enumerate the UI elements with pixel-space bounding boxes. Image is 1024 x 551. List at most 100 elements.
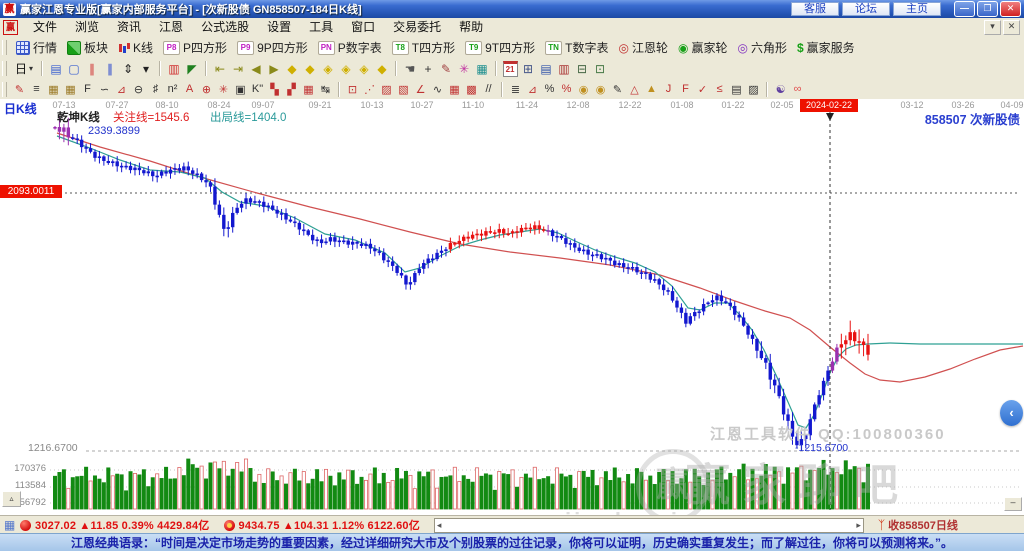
tool-gann-wheel-button[interactable]: ◎ 江恩轮 <box>613 39 673 56</box>
gann-grid2-icon[interactable]: ▦ <box>65 83 76 96</box>
hatch-icon[interactable]: ≡ <box>33 83 40 95</box>
crosshair-icon[interactable]: + <box>424 61 432 76</box>
span-arrows-icon[interactable]: ↹ <box>320 83 331 96</box>
tool-winner-wheel-button[interactable]: ◉ 赢家轮 <box>673 39 733 56</box>
tool-p-square-button[interactable]: P8 P四方形 <box>158 39 232 56</box>
kline-red-icon[interactable]: ∥ <box>89 61 96 76</box>
updown-icon[interactable]: ⇕ <box>123 61 134 76</box>
tool-t-number-table-button[interactable]: TN T数字表 <box>540 39 613 56</box>
minimize-button[interactable]: — <box>954 1 975 17</box>
diamond-2-icon[interactable]: ◆ <box>305 61 315 76</box>
tool-p-number-table-button[interactable]: PN P数字表 <box>313 39 387 56</box>
sz-market-icon[interactable] <box>223 519 235 531</box>
triangle-measure-icon[interactable]: ⊿ <box>116 83 127 96</box>
updown-menu-icon[interactable]: ▾ <box>143 61 150 76</box>
menu-item-浏览[interactable]: 浏览 <box>75 20 100 34</box>
tool-t-square-button[interactable]: T8 T四方形 <box>387 39 460 56</box>
angle-a-icon[interactable]: A <box>185 83 194 95</box>
fan-icon[interactable]: △ <box>630 83 639 96</box>
hatch-red2-icon[interactable]: ▞ <box>287 83 296 96</box>
tool-kline-button[interactable]: K线 <box>113 39 158 56</box>
rays-icon[interactable]: ⋰ <box>364 83 375 96</box>
tool-9t-square-button[interactable]: T9 9T四方形 <box>460 39 540 56</box>
percent-icon[interactable]: % <box>544 83 555 95</box>
le-angle-icon[interactable]: ≤ <box>716 83 723 95</box>
tool-quotes-button[interactable]: 行情 <box>11 39 62 56</box>
quote-scrollbar[interactable]: ◂ ▸ <box>433 517 864 533</box>
save-icon[interactable]: ▤ <box>540 61 552 76</box>
collapse-pane-button[interactable]: ▵ <box>2 491 21 507</box>
slash-icon[interactable]: // <box>485 83 492 95</box>
hand-tool-icon[interactable]: ☚ <box>404 61 416 76</box>
menu-item-文件[interactable]: 文件 <box>33 20 58 34</box>
market-grid-icon[interactable]: ▦ <box>4 518 16 532</box>
kline-blue-icon[interactable]: ∥ <box>107 61 114 76</box>
menu-item-资讯[interactable]: 资讯 <box>117 20 142 34</box>
customer-service-button[interactable]: 客服 <box>791 2 839 16</box>
box-line-icon[interactable]: ⊡ <box>347 83 358 96</box>
panel-icon[interactable]: ▤ <box>731 83 742 96</box>
chart-box-icon[interactable]: ▦ <box>476 61 488 76</box>
angle-icon[interactable]: ∠ <box>415 83 426 96</box>
ink-pen-icon[interactable]: ✎ <box>612 83 623 96</box>
pc-icon[interactable]: ⊡ <box>595 61 606 76</box>
menu-item-江恩[interactable]: 江恩 <box>159 20 184 34</box>
calculator-icon[interactable]: ⊞ <box>523 61 534 76</box>
slash-grid-icon[interactable]: ▨ <box>748 83 759 96</box>
prev-icon[interactable]: ◀ <box>251 61 261 76</box>
forum-button[interactable]: 论坛 <box>842 2 890 16</box>
spiral-icon[interactable]: ∽ <box>99 83 110 96</box>
doc-window-icon[interactable]: ▢ <box>68 61 80 76</box>
grid3-icon[interactable]: ▦ <box>449 83 460 96</box>
restore-button[interactable]: ❐ <box>977 1 998 17</box>
grid-red-icon[interactable]: ▦ <box>303 83 314 96</box>
save-red-icon[interactable]: ▥ <box>558 61 570 76</box>
menu-item-交易委托[interactable]: 交易委托 <box>393 20 442 34</box>
next-icon[interactable]: ▶ <box>269 61 279 76</box>
draw-pen-icon[interactable]: ✎ <box>441 61 452 76</box>
diamond-5-icon[interactable]: ◈ <box>359 61 369 76</box>
scroll-left-icon[interactable]: ◂ <box>436 519 442 530</box>
last-page-icon[interactable]: ⇥ <box>233 61 244 76</box>
gold-ratio2-icon[interactable]: ◉ <box>595 83 606 96</box>
j-angle-icon[interactable]: J <box>665 83 672 95</box>
diamond-4-icon[interactable]: ◈ <box>341 61 351 76</box>
web-grid-icon[interactable]: ✳ <box>459 61 470 76</box>
menu-item-帮助[interactable]: 帮助 <box>459 20 484 34</box>
check-angle-icon[interactable]: ✓ <box>697 83 708 96</box>
mdi-close-button[interactable]: ✕ <box>1003 20 1020 35</box>
pct-retrace-icon[interactable]: ⊿ <box>527 83 538 96</box>
infinity-icon[interactable]: ∞ <box>793 83 802 95</box>
gold-fan-icon[interactable]: ▲ <box>646 83 657 95</box>
diamond-3-icon[interactable]: ◈ <box>323 61 333 76</box>
k-mark-icon[interactable]: K" <box>251 83 264 95</box>
cycle-icon[interactable]: ⊖ <box>133 83 144 96</box>
qiankun-kline-icon[interactable]: ▥ <box>168 61 180 76</box>
diamond-1-icon[interactable]: ◆ <box>287 61 297 76</box>
dense-hatch-icon[interactable]: ♯ <box>152 83 159 95</box>
sh-market-icon[interactable] <box>20 519 31 531</box>
homepage-button[interactable]: 主页 <box>893 2 941 16</box>
shade1-icon[interactable]: ▨ <box>381 83 392 96</box>
first-page-icon[interactable]: ⇤ <box>215 61 226 76</box>
circle-cross-icon[interactable]: ⊕ <box>201 83 212 96</box>
kline-chart-canvas[interactable] <box>0 99 1024 515</box>
f-angle-icon[interactable]: F <box>682 83 689 95</box>
box-icon[interactable]: ▣ <box>235 83 246 96</box>
tool-9p-square-button[interactable]: P9 9P四方形 <box>232 39 313 56</box>
gann-grid1-icon[interactable]: ▦ <box>48 83 59 96</box>
levels-icon[interactable]: ≣ <box>510 83 521 96</box>
scroll-right-icon[interactable]: ▸ <box>856 519 861 530</box>
close-button[interactable]: ✕ <box>1000 1 1021 17</box>
shade2-icon[interactable]: ▧ <box>398 83 409 96</box>
menu-item-设置[interactable]: 设置 <box>267 20 292 34</box>
pct-levels-icon[interactable]: % <box>561 83 572 95</box>
tool-hexagon-button[interactable]: ◎ 六角形 <box>732 39 792 56</box>
side-panel-toggle-button[interactable]: ‹ <box>1000 400 1023 426</box>
menu-item-窗口[interactable]: 窗口 <box>351 20 376 34</box>
f-ruler-icon[interactable]: F <box>84 83 91 95</box>
period-selector[interactable]: 日 ▾ <box>11 60 37 77</box>
menubar-overflow-button[interactable]: ▾ <box>984 20 1001 35</box>
menu-item-公式选股[interactable]: 公式选股 <box>201 20 250 34</box>
yinyang-icon[interactable]: ☯ <box>775 83 786 96</box>
